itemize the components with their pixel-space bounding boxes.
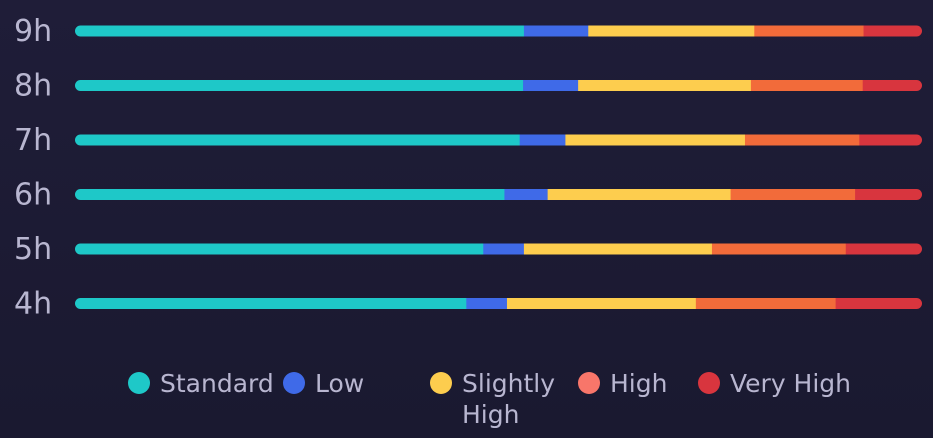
bar-segment-6h-very-high[interactable]	[855, 189, 923, 200]
bar-segment-9h-low[interactable]	[523, 25, 589, 37]
legend-item-low[interactable]: Low	[283, 368, 423, 399]
row-label-9h: 9h	[14, 14, 52, 49]
legend-label: Slightly High	[462, 369, 556, 429]
bar-segment-4h-slightly-high[interactable]	[506, 298, 697, 309]
legend-label: Low	[315, 369, 365, 398]
row-label-4h: 4h	[14, 287, 52, 322]
bar-segment-6h-slightly-high[interactable]	[547, 189, 732, 200]
legend-item-slightly-high[interactable]: Slightly High	[430, 368, 555, 430]
legend-label: Standard	[160, 369, 274, 398]
bar-segment-7h-high[interactable]	[744, 134, 860, 146]
legend-swatch	[698, 372, 720, 394]
bar-row-8h	[75, 80, 923, 91]
bar-segment-7h-standard[interactable]	[75, 134, 521, 146]
legend-label: High	[610, 369, 668, 398]
legend-swatch	[128, 372, 150, 394]
legend-label: Very High	[730, 369, 852, 398]
bar-row-5h	[75, 243, 923, 255]
row-label-5h: 5h	[14, 232, 52, 267]
bar-row-6h	[75, 189, 923, 200]
row-label-8h: 8h	[14, 69, 52, 104]
row-labels-layer: 9h 8h 7h 6h 5h 4h	[14, 14, 52, 322]
bar-segment-7h-very-high[interactable]	[859, 134, 922, 146]
bar-segment-7h-low[interactable]	[519, 134, 567, 146]
legend-item-high[interactable]: High	[578, 368, 688, 399]
bar-segment-7h-slightly-high[interactable]	[565, 134, 746, 146]
bar-segment-6h-standard[interactable]	[75, 189, 506, 200]
bar-segment-8h-high[interactable]	[750, 80, 864, 91]
bar-segment-4h-standard[interactable]	[75, 298, 467, 309]
bar-segment-6h-high[interactable]	[730, 189, 856, 200]
bar-segment-5h-high[interactable]	[711, 243, 847, 255]
bar-segment-8h-very-high[interactable]	[862, 80, 923, 91]
bar-segment-5h-very-high[interactable]	[845, 243, 923, 255]
bar-segment-9h-very-high[interactable]	[863, 25, 923, 37]
bar-row-9h	[75, 25, 923, 37]
legend: Standard Low Slightly High High Very High	[128, 368, 888, 438]
bar-segment-5h-slightly-high[interactable]	[523, 243, 713, 255]
bar-segment-9h-standard[interactable]	[75, 25, 525, 37]
row-label-7h: 7h	[14, 123, 52, 158]
stacked-bar-chart: 9h 8h 7h 6h 5h 4h	[14, 14, 923, 322]
bar-segment-9h-slightly-high[interactable]	[588, 25, 755, 37]
bar-segment-9h-high[interactable]	[754, 25, 865, 37]
legend-swatch	[430, 372, 452, 394]
bar-segment-8h-standard[interactable]	[75, 80, 524, 91]
bar-row-7h	[75, 134, 922, 146]
bar-segment-6h-low[interactable]	[504, 189, 549, 200]
bar-segment-4h-low[interactable]	[466, 298, 508, 309]
row-label-6h: 6h	[14, 178, 52, 213]
bar-segment-5h-low[interactable]	[483, 243, 525, 255]
bar-segment-8h-low[interactable]	[523, 80, 579, 91]
bar-row-4h	[75, 298, 923, 309]
bar-segment-8h-slightly-high[interactable]	[578, 80, 752, 91]
bar-segment-4h-high[interactable]	[695, 298, 837, 309]
bars-layer	[75, 25, 923, 309]
legend-swatch	[578, 372, 600, 394]
legend-swatch	[283, 372, 305, 394]
legend-item-standard[interactable]: Standard	[128, 368, 278, 399]
legend-item-very-high[interactable]: Very High	[698, 368, 888, 399]
bar-segment-5h-standard[interactable]	[75, 243, 484, 255]
bar-segment-4h-very-high[interactable]	[835, 298, 923, 309]
